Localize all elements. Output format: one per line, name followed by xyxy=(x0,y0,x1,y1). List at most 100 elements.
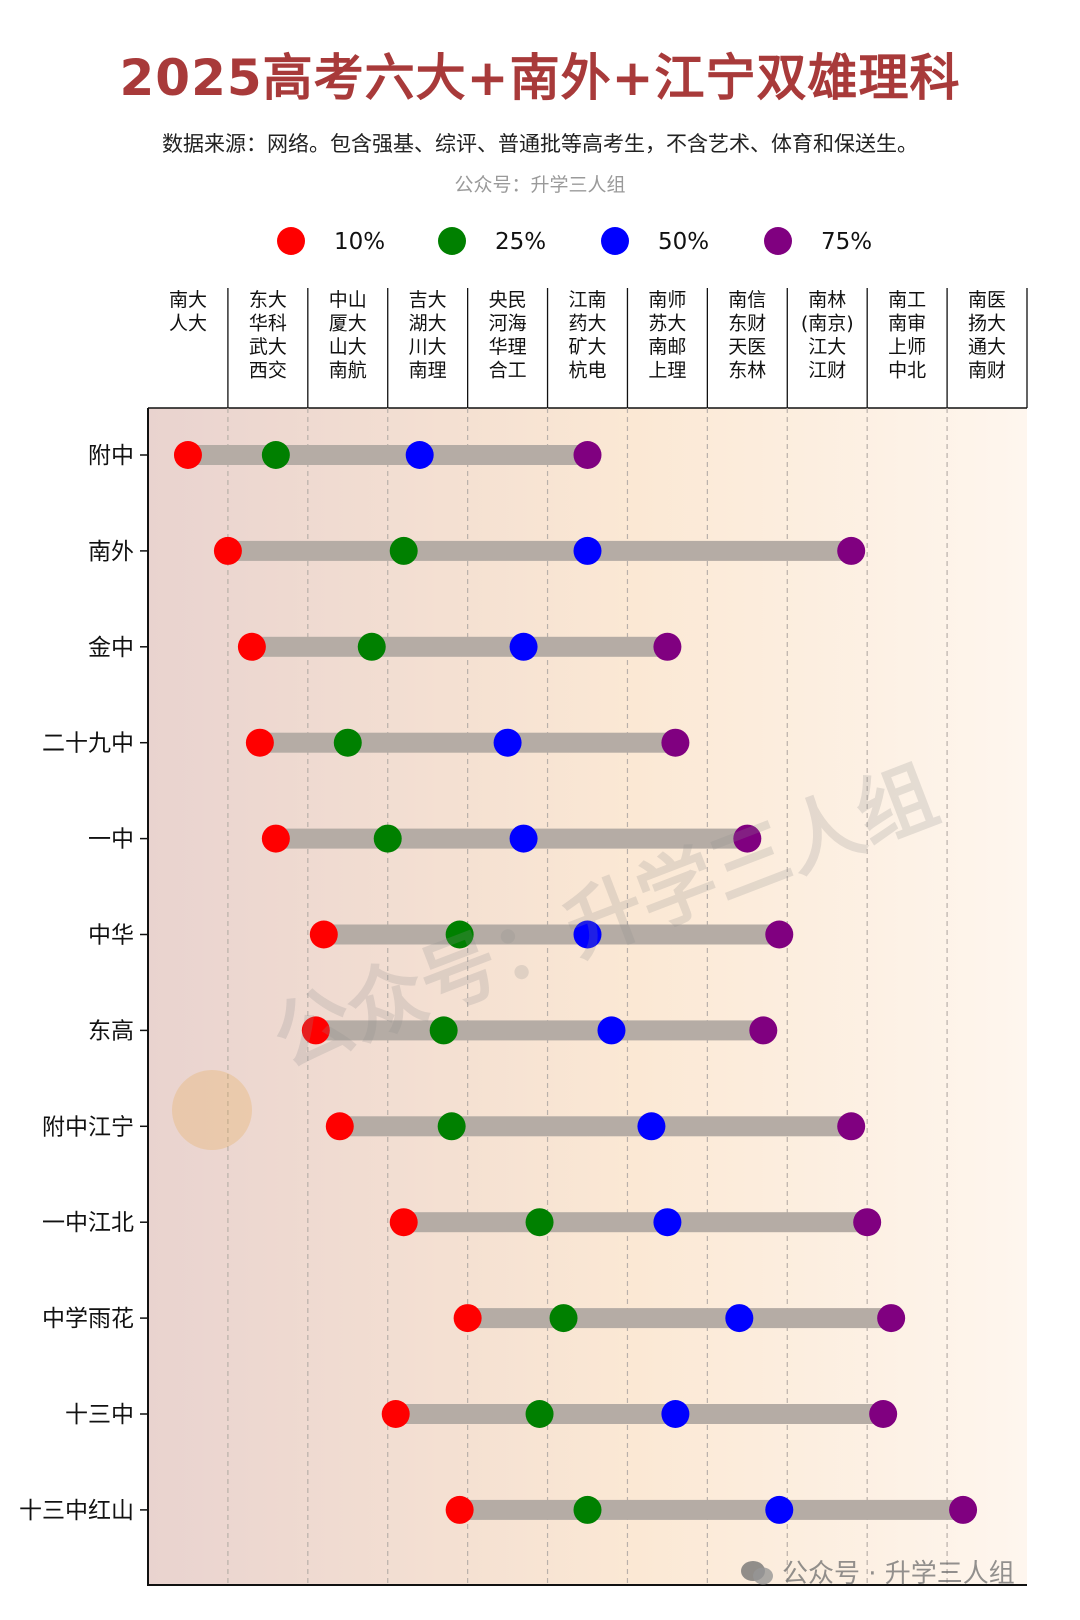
range-bar xyxy=(467,1308,892,1329)
dot-p25 xyxy=(261,441,290,469)
dot-p50 xyxy=(725,1304,754,1333)
column-header-label: 川大 xyxy=(409,336,447,358)
column-header-label: 南大 xyxy=(169,289,207,311)
column-header-label: 东财 xyxy=(728,313,766,335)
y-tick-label: 中华 xyxy=(88,923,134,949)
y-tick-label: 东高 xyxy=(88,1018,134,1044)
y-tick-label: 南外 xyxy=(88,539,134,565)
column-header-label: 江大 xyxy=(808,336,846,358)
dot-p10 xyxy=(213,536,242,565)
column-header-label: 西交 xyxy=(249,360,287,382)
column-header-label: 杭电 xyxy=(568,360,606,382)
dot-p10 xyxy=(389,1208,418,1237)
column-header-label: 人大 xyxy=(169,313,207,335)
range-bar xyxy=(403,1212,868,1233)
range-bar xyxy=(323,924,780,945)
dot-p10 xyxy=(237,632,266,661)
dot-p50 xyxy=(493,728,522,757)
grid-lines xyxy=(227,408,948,1585)
dot-p25 xyxy=(429,1016,458,1045)
dot-p25 xyxy=(357,632,386,661)
dot-p25 xyxy=(333,728,362,757)
column-header-label: 厦大 xyxy=(329,313,367,335)
footer-text: 公众号 · 升学三人组 xyxy=(782,1559,1015,1589)
plot-background xyxy=(147,407,1027,1586)
column-header-label: 药大 xyxy=(568,313,606,335)
chart-row: 东高 xyxy=(88,1016,778,1045)
column-header-label: 南航 xyxy=(329,360,367,382)
chart-row: 一中 xyxy=(88,824,762,853)
dot-p75 xyxy=(869,1400,898,1428)
y-tick-label: 一中 xyxy=(88,827,134,853)
legend-marker xyxy=(277,227,305,255)
dot-p50 xyxy=(597,1016,626,1045)
range-bar xyxy=(459,1499,964,1520)
y-tick-label: 金中 xyxy=(88,635,134,661)
chart-row: 金中 xyxy=(88,632,682,661)
y-tick-label: 二十九中 xyxy=(42,731,134,757)
dot-p10 xyxy=(173,441,202,469)
column-header-label: 武大 xyxy=(249,336,287,358)
dot-p25 xyxy=(525,1208,554,1237)
range-bar xyxy=(227,540,852,561)
column-header-label: 南工 xyxy=(888,289,926,311)
legend: 10% 25% 50% 75% xyxy=(277,227,872,255)
legend-label: 50% xyxy=(658,229,709,255)
chart-row: 附中 xyxy=(88,441,602,469)
dot-p10 xyxy=(325,1112,354,1141)
dot-p75 xyxy=(765,920,794,949)
column-header-label: 央民 xyxy=(489,289,527,311)
chart-row: 中华 xyxy=(88,920,794,949)
dot-p50 xyxy=(573,536,602,565)
column-header-label: 吉大 xyxy=(409,289,447,311)
range-bar xyxy=(395,1404,884,1424)
column-header-label: 南审 xyxy=(888,313,926,335)
column-header-label: 湖大 xyxy=(409,313,447,335)
y-tick-label: 附中 xyxy=(88,443,134,469)
dot-p50 xyxy=(509,632,538,661)
dot-p75 xyxy=(837,536,866,565)
dot-p10 xyxy=(381,1400,410,1428)
column-header-label: 华理 xyxy=(489,336,527,358)
dot-p75 xyxy=(853,1208,882,1237)
dot-p25 xyxy=(445,920,474,949)
column-header-label: 苏大 xyxy=(648,313,686,335)
dot-p75 xyxy=(573,441,602,469)
watermark-logo-icon xyxy=(172,1070,252,1150)
y-tick-label: 中学雨花 xyxy=(42,1306,134,1332)
column-header-label: 江财 xyxy=(808,360,846,382)
column-header-label: 通大 xyxy=(968,336,1006,358)
column-header-label: 东大 xyxy=(249,289,287,311)
footer-watermark: 公众号 · 升学三人组 xyxy=(740,1553,1015,1590)
dot-p50 xyxy=(637,1112,666,1141)
y-tick-label: 十三中红山 xyxy=(19,1498,134,1524)
dot-p10 xyxy=(453,1304,482,1333)
dot-p25 xyxy=(573,1495,602,1524)
chart-row: 十三中 xyxy=(65,1400,898,1428)
dot-p50 xyxy=(653,1208,682,1237)
column-header-label: 南林 xyxy=(808,289,846,311)
dot-p50 xyxy=(765,1495,794,1524)
column-header-label: 南医 xyxy=(968,289,1006,311)
column-header-label: 江南 xyxy=(568,289,606,311)
dot-p25 xyxy=(437,1112,466,1141)
range-bar xyxy=(259,732,676,753)
legend-item: 75% xyxy=(764,227,872,255)
dot-p75 xyxy=(837,1112,866,1141)
column-header-label: 矿大 xyxy=(568,336,606,358)
legend-marker xyxy=(601,227,629,255)
legend-item: 50% xyxy=(601,227,709,255)
dot-p75 xyxy=(877,1304,906,1333)
column-header-label: 南信 xyxy=(728,289,766,311)
y-tick-label: 十三中 xyxy=(65,1402,134,1428)
dot-p25 xyxy=(389,536,418,565)
legend-item: 10% xyxy=(277,227,385,255)
range-bar xyxy=(251,636,668,657)
y-tick-label: 一中江北 xyxy=(42,1210,134,1236)
